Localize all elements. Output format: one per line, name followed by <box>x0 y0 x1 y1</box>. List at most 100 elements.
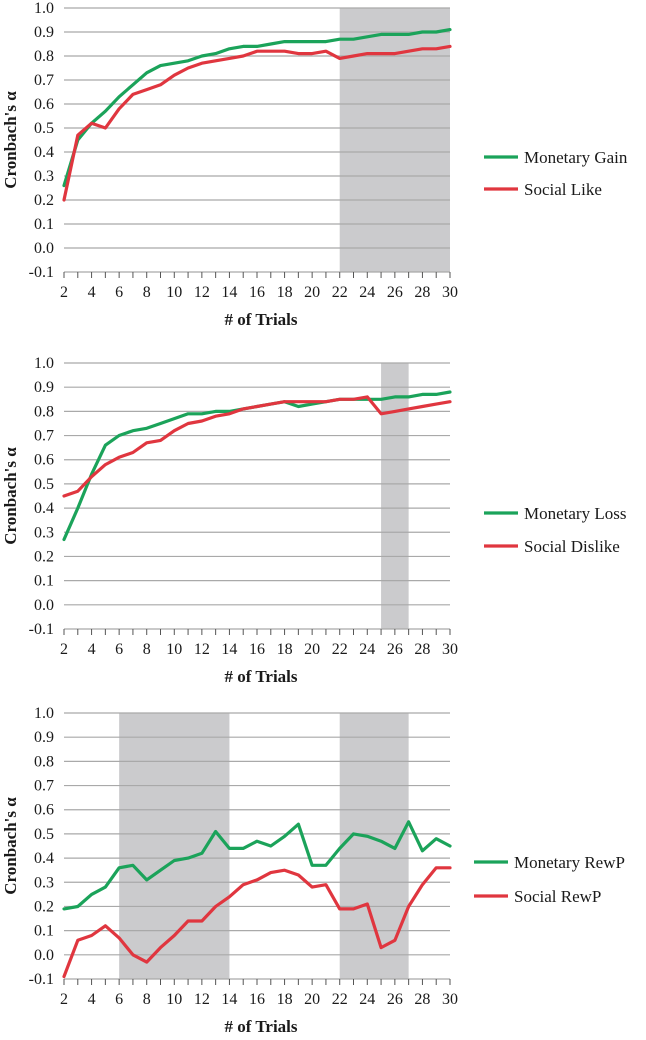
y-tick-label: 0.0 <box>34 947 54 964</box>
y-axis-title: Cronbach's α <box>1 447 20 545</box>
x-tick-label: 2 <box>60 284 68 301</box>
x-tick-label: 6 <box>115 641 123 658</box>
x-axis-title: # of Trials <box>224 667 297 686</box>
legend-label: Monetary Loss <box>524 504 626 523</box>
highlight-region <box>381 363 409 629</box>
x-tick-label: 24 <box>359 641 375 658</box>
y-tick-label: 0.6 <box>34 452 54 469</box>
x-tick-label: 18 <box>277 284 293 301</box>
y-tick-label: 0.4 <box>34 500 54 517</box>
x-tick-label: 20 <box>304 641 320 658</box>
legend-label: Social RewP <box>514 887 601 906</box>
x-tick-label: 8 <box>143 991 151 1008</box>
legend-label: Social Like <box>524 180 602 199</box>
x-tick-label: 26 <box>387 641 403 658</box>
x-tick-label: 22 <box>332 991 348 1008</box>
y-tick-label: 0.4 <box>34 850 54 867</box>
x-tick-label: 30 <box>442 991 458 1008</box>
chart-panel-1: -0.10.00.10.20.30.40.50.60.70.80.91.02 4 6… <box>1 0 628 329</box>
y-axis-title: Cronbach's α <box>1 91 20 189</box>
x-tick-label: 4 <box>88 991 96 1008</box>
x-axis-title: # of Trials <box>224 310 297 329</box>
y-tick-label: 0.7 <box>34 428 54 445</box>
x-tick-label: 12 <box>194 641 210 658</box>
x-tick-label: 2 <box>60 641 68 658</box>
y-tick-label: 0.9 <box>34 379 54 396</box>
x-tick-label: 8 <box>143 284 151 301</box>
x-tick-label: 28 <box>414 641 430 658</box>
x-tick-label: 12 <box>194 991 210 1008</box>
y-tick-label: 0.2 <box>34 548 54 565</box>
x-tick-label: 26 <box>387 284 403 301</box>
x-tick-label: 12 <box>194 284 210 301</box>
series-line-1 <box>62 820 452 911</box>
y-tick-label: 0.1 <box>34 216 54 233</box>
chart-panel-2: -0.10.00.10.20.30.40.50.60.70.80.91.02 4 6… <box>1 355 626 686</box>
x-tick-label: 26 <box>387 991 403 1008</box>
y-tick-label: 0.3 <box>34 168 54 185</box>
series-line-1 <box>62 28 452 188</box>
x-tick-label: 20 <box>304 991 320 1008</box>
y-tick-label: 1.0 <box>34 355 54 372</box>
x-tick-label: 2 <box>60 991 68 1008</box>
y-tick-label: 0.6 <box>34 96 54 113</box>
y-tick-label: -0.1 <box>29 264 54 281</box>
x-tick-label: 6 <box>115 991 123 1008</box>
legend-label: Monetary Gain <box>524 148 628 167</box>
x-tick-label: 20 <box>304 284 320 301</box>
x-tick-label: 10 <box>166 641 182 658</box>
x-tick-label: 10 <box>166 284 182 301</box>
x-tick-label: 30 <box>442 641 458 658</box>
y-tick-label: 0.3 <box>34 524 54 541</box>
x-tick-label: 6 <box>115 284 123 301</box>
chart-panel-3: -0.10.00.10.20.30.40.50.60.70.80.91.02 4 6… <box>1 705 625 1036</box>
x-tick-label: 8 <box>143 641 151 658</box>
y-tick-label: 0.5 <box>34 476 54 493</box>
x-tick-label: 24 <box>359 284 375 301</box>
x-tick-label: 18 <box>277 991 293 1008</box>
y-tick-label: 0.3 <box>34 874 54 891</box>
y-tick-label: 0.6 <box>34 802 54 819</box>
x-tick-label: 4 <box>88 284 96 301</box>
y-tick-label: 0.8 <box>34 403 54 420</box>
y-tick-label: 1.0 <box>34 705 54 722</box>
x-tick-label: 14 <box>221 991 237 1008</box>
x-tick-label: 10 <box>166 991 182 1008</box>
y-tick-label: 0.1 <box>34 923 54 940</box>
x-tick-label: 28 <box>414 284 430 301</box>
y-axis-title: Cronbach's α <box>1 797 20 895</box>
y-tick-label: 0.7 <box>34 778 54 795</box>
y-tick-label: -0.1 <box>29 621 54 638</box>
y-tick-label: 0.9 <box>34 24 54 41</box>
x-tick-label: 30 <box>442 284 458 301</box>
x-tick-label: 22 <box>332 284 348 301</box>
y-tick-label: 0.4 <box>34 144 54 161</box>
y-tick-label: 0.9 <box>34 729 54 746</box>
y-tick-label: 0.2 <box>34 898 54 915</box>
series-line-2 <box>62 44 452 202</box>
legend-label: Monetary RewP <box>514 853 625 872</box>
y-tick-label: 0.2 <box>34 192 54 209</box>
x-axis-title: # of Trials <box>224 1017 297 1036</box>
x-tick-label: 22 <box>332 641 348 658</box>
legend-label: Social Dislike <box>524 537 620 556</box>
y-tick-label: 0.8 <box>34 753 54 770</box>
y-tick-label: 0.7 <box>34 72 54 89</box>
highlight-region <box>119 713 230 979</box>
y-tick-label: 0.5 <box>34 826 54 843</box>
x-tick-label: 28 <box>414 991 430 1008</box>
y-tick-label: 1.0 <box>34 0 54 17</box>
y-tick-label: 0.1 <box>34 573 54 590</box>
x-tick-label: 24 <box>359 991 375 1008</box>
y-tick-label: 0.8 <box>34 48 54 65</box>
x-tick-label: 18 <box>277 641 293 658</box>
x-tick-label: 4 <box>88 641 96 658</box>
y-tick-label: 0.5 <box>34 120 54 137</box>
x-tick-label: 16 <box>249 284 265 301</box>
x-tick-label: 14 <box>221 641 237 658</box>
y-tick-label: 0.0 <box>34 597 54 614</box>
series-line-2 <box>62 395 452 498</box>
x-tick-label: 14 <box>221 284 237 301</box>
